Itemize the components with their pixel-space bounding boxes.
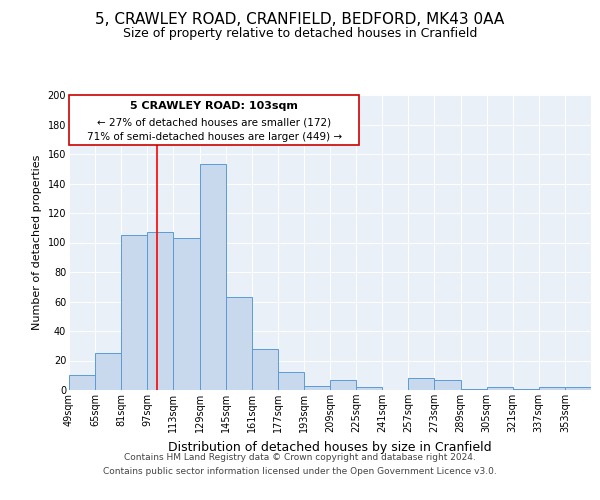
Bar xyxy=(148,232,173,390)
Bar xyxy=(121,235,148,390)
Bar xyxy=(513,388,539,390)
Bar xyxy=(226,297,252,390)
Bar xyxy=(304,386,330,390)
Bar xyxy=(461,388,487,390)
Bar xyxy=(409,378,434,390)
Text: Contains public sector information licensed under the Open Government Licence v3: Contains public sector information licen… xyxy=(103,467,497,476)
Text: Contains HM Land Registry data © Crown copyright and database right 2024.: Contains HM Land Registry data © Crown c… xyxy=(124,454,476,462)
FancyBboxPatch shape xyxy=(69,95,359,145)
Text: Size of property relative to detached houses in Cranfield: Size of property relative to detached ho… xyxy=(123,28,477,40)
Text: ← 27% of detached houses are smaller (172): ← 27% of detached houses are smaller (17… xyxy=(97,117,331,127)
Bar xyxy=(434,380,461,390)
Text: 5 CRAWLEY ROAD: 103sqm: 5 CRAWLEY ROAD: 103sqm xyxy=(130,101,298,111)
X-axis label: Distribution of detached houses by size in Cranfield: Distribution of detached houses by size … xyxy=(168,440,492,454)
Text: 71% of semi-detached houses are larger (449) →: 71% of semi-detached houses are larger (… xyxy=(86,132,342,142)
Bar xyxy=(565,387,591,390)
Bar xyxy=(356,387,382,390)
Bar xyxy=(539,387,565,390)
Bar xyxy=(95,353,121,390)
Bar xyxy=(330,380,356,390)
Bar xyxy=(199,164,226,390)
Bar xyxy=(278,372,304,390)
Bar xyxy=(173,238,199,390)
Bar xyxy=(252,348,278,390)
Y-axis label: Number of detached properties: Number of detached properties xyxy=(32,155,42,330)
Text: 5, CRAWLEY ROAD, CRANFIELD, BEDFORD, MK43 0AA: 5, CRAWLEY ROAD, CRANFIELD, BEDFORD, MK4… xyxy=(95,12,505,28)
Bar xyxy=(69,375,95,390)
Bar xyxy=(487,387,513,390)
